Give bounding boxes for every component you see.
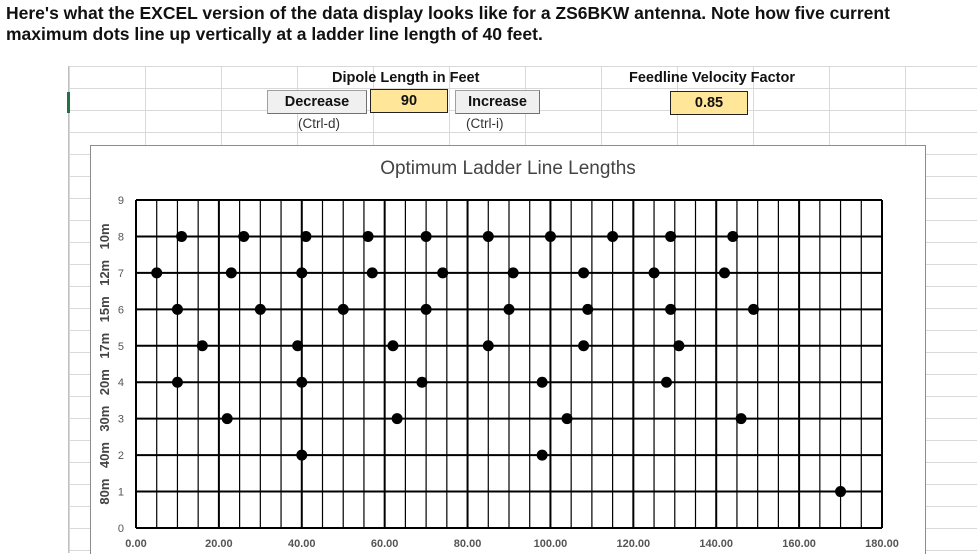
x-tick-label: 100.00 bbox=[534, 538, 568, 550]
data-point bbox=[665, 303, 677, 315]
chart-area: Optimum Ladder Line Lengths 0.00 20.00 40.… bbox=[90, 145, 926, 554]
data-point bbox=[735, 413, 747, 425]
data-point bbox=[420, 303, 432, 315]
x-tick-label: 60.00 bbox=[371, 538, 399, 550]
data-point bbox=[300, 230, 312, 242]
data-point bbox=[673, 340, 685, 352]
decrease-shortcut-hint: (Ctrl-d) bbox=[298, 116, 340, 131]
data-point bbox=[296, 376, 308, 388]
data-point bbox=[437, 267, 449, 279]
data-point bbox=[171, 303, 183, 315]
velocity-factor-title: Feedline Velocity Factor bbox=[629, 70, 795, 86]
x-tick-label: 0.00 bbox=[125, 538, 146, 550]
band-label: 17m bbox=[97, 333, 112, 359]
data-point bbox=[416, 376, 428, 388]
data-point bbox=[482, 340, 494, 352]
band-label: 80m bbox=[97, 479, 112, 505]
chart-title: Optimum Ladder Line Lengths bbox=[380, 158, 636, 179]
data-point bbox=[727, 230, 739, 242]
x-tick-label: 80.00 bbox=[454, 538, 482, 550]
y-tick-label: 6 bbox=[118, 304, 124, 316]
data-point bbox=[296, 267, 308, 279]
band-label: 15m bbox=[97, 296, 112, 322]
data-point bbox=[607, 230, 619, 242]
data-point bbox=[660, 376, 672, 388]
data-point bbox=[238, 230, 250, 242]
data-point bbox=[225, 267, 237, 279]
data-point bbox=[665, 230, 677, 242]
band-labels: 80m 40m 30m 20m 17m 15m 12m 10m bbox=[97, 223, 112, 504]
y-tick-label: 1 bbox=[118, 487, 124, 499]
data-point bbox=[391, 413, 403, 425]
y-tick-label: 7 bbox=[118, 268, 124, 280]
y-tick-label: 3 bbox=[118, 414, 124, 426]
data-point bbox=[362, 230, 374, 242]
y-tick-label: 4 bbox=[118, 377, 124, 389]
data-point bbox=[196, 340, 208, 352]
band-label: 10m bbox=[97, 223, 112, 249]
data-point bbox=[292, 340, 304, 352]
x-tick-label: 180.00 bbox=[865, 538, 899, 550]
y-tick-label: 2 bbox=[118, 450, 124, 462]
increase-shortcut-hint: (Ctrl-i) bbox=[466, 116, 504, 131]
data-point bbox=[561, 413, 573, 425]
cell-selection-marker bbox=[67, 92, 70, 113]
band-label: 12m bbox=[97, 260, 112, 286]
dipole-length-title: Dipole Length in Feet bbox=[332, 70, 480, 86]
decrease-button[interactable]: Decrease bbox=[267, 90, 367, 114]
x-tick-label: 140.00 bbox=[699, 538, 733, 550]
data-point bbox=[337, 303, 349, 315]
data-point bbox=[578, 340, 590, 352]
x-tick-label: 40.00 bbox=[288, 538, 316, 550]
y-tick-label: 5 bbox=[118, 341, 124, 353]
chart-points bbox=[151, 230, 847, 498]
velocity-factor-value[interactable]: 0.85 bbox=[670, 91, 748, 115]
y-tick-label: 8 bbox=[118, 231, 124, 243]
data-point bbox=[536, 376, 548, 388]
data-point bbox=[387, 340, 399, 352]
data-point bbox=[503, 303, 515, 315]
band-label: 40m bbox=[97, 442, 112, 468]
y-tick-label: 9 bbox=[118, 195, 124, 207]
data-point bbox=[582, 303, 594, 315]
data-point bbox=[748, 303, 760, 315]
data-point bbox=[536, 449, 548, 461]
increase-button[interactable]: Increase bbox=[455, 90, 540, 114]
data-point bbox=[254, 303, 266, 315]
chart-grid bbox=[135, 199, 883, 529]
data-point bbox=[507, 267, 519, 279]
band-label: 20m bbox=[97, 369, 112, 395]
data-point bbox=[366, 267, 378, 279]
ladder-line-chart: Optimum Ladder Line Lengths 0.00 20.00 40.… bbox=[97, 158, 899, 550]
x-tick-label: 160.00 bbox=[782, 538, 816, 550]
data-point bbox=[171, 376, 183, 388]
data-point bbox=[578, 267, 590, 279]
x-tick-label: 120.00 bbox=[617, 538, 651, 550]
data-point bbox=[835, 486, 847, 498]
data-point bbox=[544, 230, 556, 242]
chart-ticks: 0.00 20.00 40.00 60.00 80.00 100.00 120.00 140.… bbox=[118, 195, 899, 550]
caption-text: Here's what the EXCEL version of the dat… bbox=[6, 3, 890, 44]
data-point bbox=[221, 413, 233, 425]
data-point bbox=[296, 449, 308, 461]
data-point bbox=[420, 230, 432, 242]
band-label: 30m bbox=[97, 406, 112, 432]
x-tick-label: 20.00 bbox=[205, 538, 233, 550]
dipole-length-value[interactable]: 90 bbox=[370, 89, 448, 113]
data-point bbox=[648, 267, 660, 279]
data-point bbox=[719, 267, 731, 279]
data-point bbox=[151, 267, 163, 279]
y-tick-label: 0 bbox=[118, 523, 124, 535]
data-point bbox=[482, 230, 494, 242]
data-point bbox=[176, 230, 188, 242]
